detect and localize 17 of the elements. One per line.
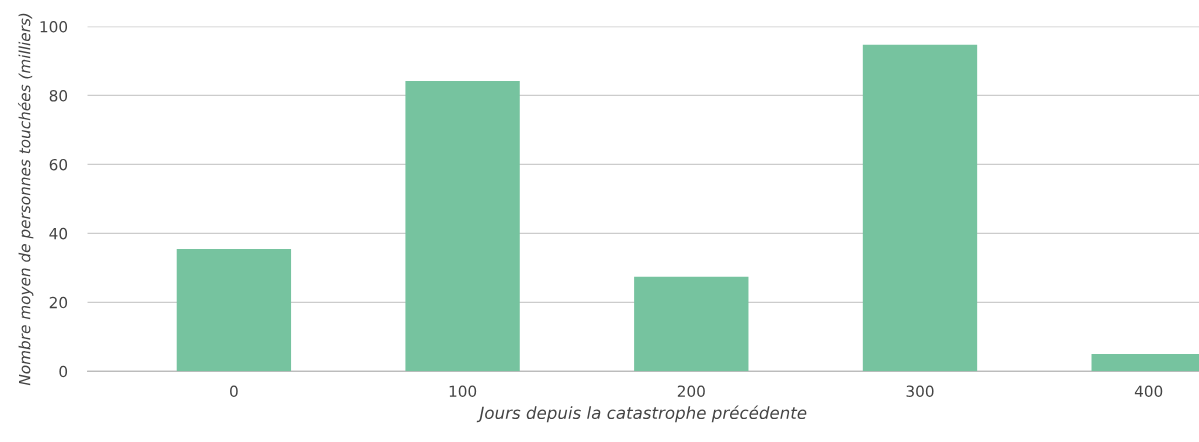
bar — [405, 80, 520, 372]
x-tick-label: 400 — [1134, 385, 1163, 397]
y-tick-label: 100 — [40, 20, 68, 33]
y-tick-label: 60 — [49, 158, 68, 171]
x-tick-label: 200 — [677, 385, 705, 397]
x-tick-label: 0 — [230, 385, 238, 397]
x-axis-title: Jours depuis la catastrophe précédente — [476, 405, 807, 423]
y-tick-label: 20 — [49, 296, 68, 309]
y-tick-label: 80 — [49, 89, 68, 102]
bar — [176, 248, 292, 372]
x-tick-label: 100 — [449, 385, 477, 397]
x-tick-label: 300 — [906, 385, 934, 397]
bar — [862, 44, 978, 372]
y-tick-label: 40 — [49, 227, 68, 240]
bar — [634, 276, 749, 372]
y-axis-title: Nombre moyen de personnes touchées (milliers) — [17, 13, 34, 386]
y-tick-label: 0 — [59, 365, 68, 378]
